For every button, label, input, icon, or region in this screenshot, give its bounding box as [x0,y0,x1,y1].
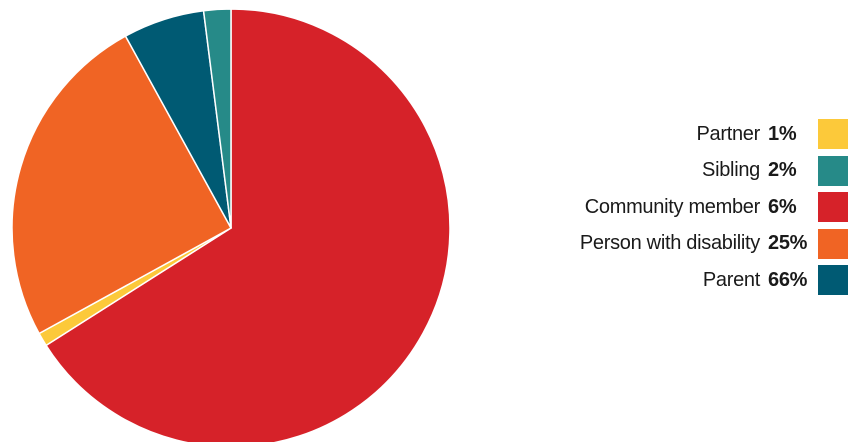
legend-value: 25% [768,232,808,255]
legend-item-community-member: Community member 6% [440,189,848,226]
legend: Partner 1% Sibling 2% Community member 6… [440,116,848,299]
legend-value: 66% [768,268,808,291]
pie-slice-sibling [202,8,232,229]
legend-value: 2% [768,159,797,182]
legend-item-person-with-disability: Person with disability 25% [440,226,848,263]
pie-chart [11,8,451,442]
legend-swatch [818,228,848,259]
legend-label: Sibling [702,159,760,182]
legend-item-sibling: Sibling 2% [440,153,848,190]
legend-label: Parent [702,268,760,291]
legend-value: 1% [768,122,797,145]
legend-swatch [818,192,848,223]
legend-value: 6% [768,195,797,218]
legend-label: Partner [696,122,761,145]
legend-swatch [818,155,848,186]
legend-item-partner: Partner 1% [440,116,848,153]
legend-swatch [818,119,848,150]
pie-slice-community-member [45,8,451,442]
pie-slice-person-with-disability [11,35,232,335]
legend-swatch [818,265,848,296]
legend-item-parent: Parent 66% [440,262,848,299]
legend-label: Person with disability [579,232,760,255]
legend-label: Community member [584,195,761,218]
